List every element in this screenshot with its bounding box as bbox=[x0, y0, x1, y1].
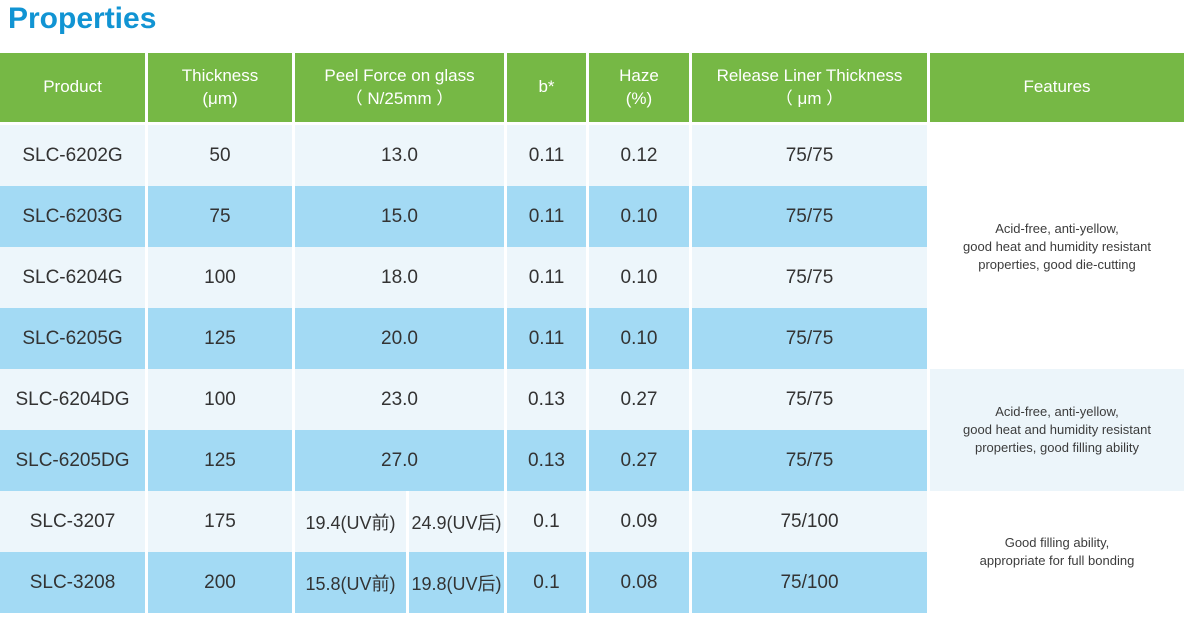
header-b-star: b* bbox=[507, 53, 589, 125]
cell-b-star: 0.13 bbox=[507, 369, 589, 430]
header-features: Features bbox=[930, 53, 1184, 125]
cell-product: SLC-6205G bbox=[0, 308, 148, 369]
table-row: SLC-3207 175 19.4(UV前) 24.9(UV后) 0.1 0.0… bbox=[0, 491, 1184, 613]
cell-peel-force: 20.0 bbox=[295, 308, 507, 369]
features-cell-group-1: Acid-free, anti-yellow, good heat and hu… bbox=[930, 125, 1184, 369]
cell-release-liner: 75/100 bbox=[692, 491, 930, 552]
cell-peel-force-uv-pre: 19.4(UV前) bbox=[295, 491, 409, 552]
cell-peel-force: 15.0 bbox=[295, 186, 507, 247]
cell-b-star: 0.13 bbox=[507, 430, 589, 491]
cell-release-liner: 75/75 bbox=[692, 247, 930, 308]
table-row: SLC-6204DG 100 23.0 0.13 0.27 75/75 Acid… bbox=[0, 369, 1184, 491]
cell-b-star: 0.11 bbox=[507, 125, 589, 186]
cell-peel-force-uv-post: 24.9(UV后) bbox=[409, 491, 507, 552]
cell-thickness: 175 bbox=[148, 491, 295, 552]
cell-thickness: 50 bbox=[148, 125, 295, 186]
header-thickness: Thickness (μm) bbox=[148, 53, 295, 125]
cell-thickness: 200 bbox=[148, 552, 295, 613]
cell-product: SLC-6203G bbox=[0, 186, 148, 247]
cell-thickness: 125 bbox=[148, 308, 295, 369]
table-row: SLC-6205G 125 20.0 0.11 0.10 75/75 bbox=[0, 308, 1184, 369]
cell-peel-force: 13.0 bbox=[295, 125, 507, 186]
header-haze: Haze (%) bbox=[589, 53, 692, 125]
cell-haze: 0.27 bbox=[589, 369, 692, 430]
cell-thickness: 100 bbox=[148, 369, 295, 430]
cell-product: SLC-3208 bbox=[0, 552, 148, 613]
cell-haze: 0.08 bbox=[589, 552, 692, 613]
cell-release-liner: 75/75 bbox=[692, 186, 930, 247]
cell-b-star: 0.1 bbox=[507, 491, 589, 552]
table-row: SLC-6202G 50 13.0 0.11 0.12 75/75 Acid-f… bbox=[0, 125, 1184, 369]
cell-thickness: 75 bbox=[148, 186, 295, 247]
table-row: SLC-6204G 100 18.0 0.11 0.10 75/75 bbox=[0, 247, 1184, 308]
cell-haze: 0.10 bbox=[589, 247, 692, 308]
features-cell-group-3: Good filling ability, appropriate for fu… bbox=[930, 491, 1184, 613]
cell-release-liner: 75/75 bbox=[692, 125, 930, 186]
cell-b-star: 0.1 bbox=[507, 552, 589, 613]
cell-release-liner: 75/75 bbox=[692, 308, 930, 369]
cell-peel-force-uv-post: 19.8(UV后) bbox=[409, 552, 507, 613]
header-peel-force: Peel Force on glass （ N/25mm ） bbox=[295, 53, 507, 125]
cell-thickness: 100 bbox=[148, 247, 295, 308]
cell-haze: 0.10 bbox=[589, 308, 692, 369]
cell-release-liner: 75/75 bbox=[692, 430, 930, 491]
header-product: Product bbox=[0, 53, 148, 125]
cell-release-liner: 75/100 bbox=[692, 552, 930, 613]
table-row: SLC-6203G 75 15.0 0.11 0.10 75/75 bbox=[0, 186, 1184, 247]
cell-haze: 0.10 bbox=[589, 186, 692, 247]
cell-peel-force: 27.0 bbox=[295, 430, 507, 491]
cell-b-star: 0.11 bbox=[507, 186, 589, 247]
cell-product: SLC-6204G bbox=[0, 247, 148, 308]
cell-haze: 0.27 bbox=[589, 430, 692, 491]
cell-peel-force-uv-pre: 15.8(UV前) bbox=[295, 552, 409, 613]
cell-product: SLC-6202G bbox=[0, 125, 148, 186]
cell-peel-force: 23.0 bbox=[295, 369, 507, 430]
header-release-liner: Release Liner Thickness （ μm ） bbox=[692, 53, 930, 125]
page-title: Properties bbox=[8, 2, 157, 35]
cell-peel-force: 18.0 bbox=[295, 247, 507, 308]
cell-b-star: 0.11 bbox=[507, 247, 589, 308]
cell-product: SLC-3207 bbox=[0, 491, 148, 552]
table-row: SLC-6205DG 125 27.0 0.13 0.27 75/75 bbox=[0, 430, 1184, 491]
cell-haze: 0.12 bbox=[589, 125, 692, 186]
cell-b-star: 0.11 bbox=[507, 308, 589, 369]
features-cell-group-2: Acid-free, anti-yellow, good heat and hu… bbox=[930, 369, 1184, 491]
cell-product: SLC-6205DG bbox=[0, 430, 148, 491]
cell-haze: 0.09 bbox=[589, 491, 692, 552]
table-row: SLC-3208 200 15.8(UV前) 19.8(UV后) 0.1 0.0… bbox=[0, 552, 1184, 613]
cell-thickness: 125 bbox=[148, 430, 295, 491]
properties-table: Product Thickness (μm) Peel Force on gla… bbox=[0, 53, 1184, 613]
header-row: Product Thickness (μm) Peel Force on gla… bbox=[0, 53, 1184, 125]
cell-release-liner: 75/75 bbox=[692, 369, 930, 430]
cell-product: SLC-6204DG bbox=[0, 369, 148, 430]
